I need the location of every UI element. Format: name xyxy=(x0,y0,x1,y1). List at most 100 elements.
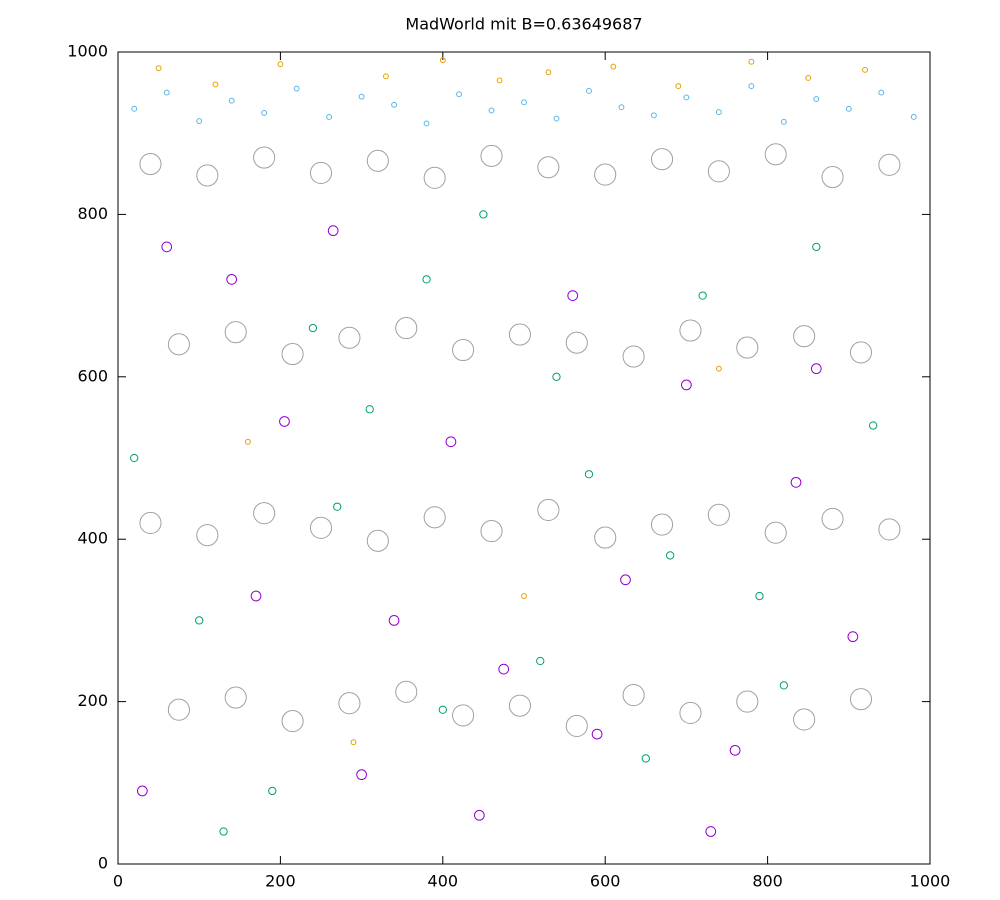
point xyxy=(553,115,560,122)
point xyxy=(755,591,764,601)
point xyxy=(805,75,812,81)
point xyxy=(388,615,400,626)
point xyxy=(439,57,446,64)
y-tick-label: 600 xyxy=(77,366,108,385)
point xyxy=(333,502,342,511)
point xyxy=(793,325,816,348)
x-tick-label: 0 xyxy=(113,872,123,891)
point xyxy=(139,153,162,176)
point xyxy=(155,65,162,72)
point xyxy=(253,146,276,169)
point xyxy=(878,518,901,541)
point xyxy=(212,81,219,88)
point xyxy=(196,524,219,547)
point xyxy=(594,163,617,186)
y-tick-label: 400 xyxy=(77,529,108,548)
point xyxy=(498,663,510,675)
point xyxy=(715,365,722,372)
point xyxy=(479,210,488,219)
point xyxy=(281,710,304,733)
point xyxy=(679,701,702,725)
point xyxy=(729,744,741,756)
point xyxy=(356,769,367,781)
point xyxy=(666,551,675,560)
point xyxy=(473,809,485,821)
point xyxy=(812,242,821,252)
point xyxy=(849,688,873,711)
point xyxy=(810,363,822,375)
point xyxy=(715,109,722,116)
point xyxy=(748,58,755,65)
point xyxy=(622,684,645,707)
point xyxy=(591,728,603,740)
point xyxy=(679,319,702,342)
point xyxy=(163,89,170,96)
point xyxy=(395,317,418,340)
point xyxy=(610,63,617,70)
point xyxy=(224,321,247,344)
point xyxy=(586,88,592,94)
point xyxy=(445,436,457,448)
point xyxy=(521,593,527,599)
point xyxy=(650,112,657,119)
point xyxy=(508,694,531,717)
point xyxy=(279,416,290,427)
point xyxy=(705,826,717,837)
point xyxy=(308,323,318,333)
point xyxy=(683,94,690,101)
point xyxy=(326,114,333,120)
point xyxy=(821,165,844,189)
point xyxy=(736,336,759,359)
point xyxy=(552,372,561,381)
point xyxy=(675,83,682,90)
point xyxy=(567,290,579,301)
point xyxy=(878,153,901,176)
x-tick-label: 800 xyxy=(752,872,783,891)
point xyxy=(277,61,284,68)
point xyxy=(821,507,844,530)
point xyxy=(748,83,755,90)
point xyxy=(488,107,495,114)
point xyxy=(869,421,878,430)
point xyxy=(793,708,816,731)
point xyxy=(536,656,545,666)
point xyxy=(293,85,300,92)
point xyxy=(496,77,503,84)
point xyxy=(650,513,674,536)
point xyxy=(338,326,361,349)
point xyxy=(423,166,446,189)
point xyxy=(698,291,707,300)
chart-title: MadWorld mit B=0.63649687 xyxy=(405,15,642,34)
point xyxy=(365,405,374,414)
point xyxy=(309,516,333,539)
point xyxy=(480,520,503,543)
point xyxy=(618,104,625,111)
point xyxy=(358,93,365,100)
point xyxy=(847,631,859,643)
point xyxy=(537,156,560,179)
plot-border xyxy=(117,51,931,865)
point xyxy=(244,438,251,445)
point xyxy=(167,698,190,721)
point xyxy=(849,341,873,364)
point xyxy=(350,739,357,746)
point xyxy=(422,275,431,284)
point xyxy=(565,714,588,738)
point xyxy=(226,273,238,285)
point xyxy=(131,105,138,112)
point xyxy=(195,616,204,625)
point xyxy=(594,526,617,549)
point xyxy=(584,470,594,479)
y-tick-label: 800 xyxy=(77,204,108,223)
point xyxy=(219,827,228,836)
point xyxy=(862,66,868,73)
point xyxy=(167,333,190,356)
point xyxy=(545,69,552,76)
point xyxy=(139,511,162,535)
point xyxy=(508,323,531,346)
point xyxy=(521,99,527,106)
point xyxy=(130,453,139,463)
point xyxy=(452,704,475,727)
x-tick-label: 1000 xyxy=(910,872,951,891)
